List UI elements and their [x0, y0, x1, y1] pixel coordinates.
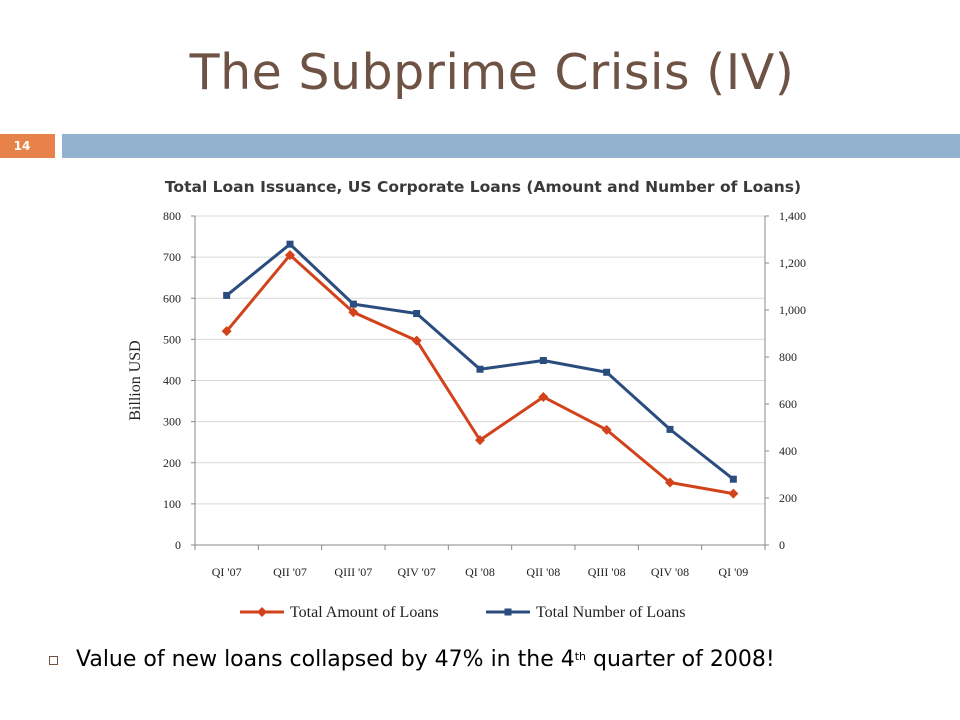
- bullet-square-icon: [49, 656, 58, 665]
- left-y-tick-label: 800: [163, 209, 181, 223]
- data-point-square: [223, 291, 231, 299]
- data-point-diamond: [411, 335, 422, 346]
- data-point-diamond: [285, 250, 295, 261]
- data-point-diamond: [538, 391, 549, 402]
- y-axis-title: Billion USD: [127, 340, 144, 420]
- right-y-tick-label: 1,200: [779, 256, 806, 270]
- left-y-tick-label: 400: [163, 374, 181, 388]
- legend-marker-diamond: [257, 607, 267, 617]
- left-y-tick-labels: 0 100 200 300 400 500 600 700 800: [163, 209, 195, 552]
- data-point-square: [286, 240, 294, 248]
- data-point-square: [349, 300, 357, 308]
- bullet-text-tail: quarter of 2008!: [586, 647, 775, 672]
- left-y-tick-label: 700: [163, 250, 181, 264]
- legend: Total Amount of Loans Total Number of Loa…: [240, 604, 686, 621]
- legend-marker-square: [504, 608, 512, 616]
- x-tick-label: QII '07: [273, 565, 307, 579]
- left-y-tick-label: 500: [163, 332, 181, 346]
- data-point-diamond: [728, 488, 739, 499]
- data-point-square: [413, 310, 421, 318]
- bullet-text-main: Value of new loans collapsed by 47% in t…: [76, 647, 575, 672]
- x-tick-label: QIV '08: [651, 565, 689, 579]
- page-number-badge: [0, 134, 55, 158]
- loan-issuance-chart: Total Loan Issuance, US Corporate Loans …: [127, 178, 806, 621]
- bullet-text: Value of new loans collapsed by 47% in t…: [76, 647, 775, 672]
- right-y-tick-label: 400: [779, 444, 797, 458]
- data-point-diamond: [221, 326, 232, 337]
- grid-lines: [195, 215, 765, 505]
- left-y-tick-label: 100: [163, 497, 181, 511]
- data-point-square: [476, 365, 484, 373]
- data-point-square: [603, 368, 611, 376]
- page-number: 14: [13, 139, 31, 153]
- data-point-diamond: [665, 477, 675, 488]
- data-point-diamond: [475, 435, 485, 446]
- right-y-tick-labels: 0 200 400 600 800 1,000 1,200 1,400: [765, 209, 806, 552]
- x-tick-marks: [194, 545, 766, 550]
- x-tick-label: QI '09: [718, 565, 748, 579]
- data-point-square: [666, 425, 674, 433]
- left-y-tick-label: 0: [175, 538, 181, 552]
- data-point-square: [539, 357, 547, 365]
- x-tick-label: QI '08: [465, 565, 495, 579]
- x-tick-label: QIII '07: [334, 565, 372, 579]
- data-point-diamond: [348, 307, 359, 318]
- series-line: [225, 253, 734, 496]
- x-tick-label: QIII '08: [588, 565, 626, 579]
- right-y-tick-label: 1,000: [779, 303, 806, 317]
- x-tick-label: QI '07: [212, 565, 242, 579]
- data-point-diamond: [601, 424, 612, 435]
- right-y-tick-label: 1,400: [779, 209, 806, 223]
- legend-label: Total Number of Loans: [536, 604, 686, 621]
- header-bar: [62, 134, 960, 158]
- x-tick-label: QII '08: [526, 565, 560, 579]
- x-tick-labels: QI '07 QII '07 QIII '07 QIV '07 QI '08 QII '0…: [212, 565, 748, 579]
- legend-label: Total Amount of Loans: [290, 604, 439, 621]
- right-y-tick-label: 0: [779, 538, 785, 552]
- chart-title: Total Loan Issuance, US Corporate Loans …: [165, 178, 801, 196]
- left-y-tick-label: 300: [163, 415, 181, 429]
- bullet-text-superscript: th: [574, 649, 587, 663]
- slide-title: The Subprime Crisis (IV): [189, 44, 795, 101]
- right-y-tick-label: 600: [779, 397, 797, 411]
- left-y-tick-label: 600: [163, 291, 181, 305]
- series-lines: [221, 240, 739, 499]
- left-y-tick-label: 200: [163, 456, 181, 470]
- right-y-tick-label: 200: [779, 491, 797, 505]
- data-point-square: [729, 475, 737, 483]
- right-y-tick-label: 800: [779, 350, 797, 364]
- x-tick-label: QIV '07: [398, 565, 436, 579]
